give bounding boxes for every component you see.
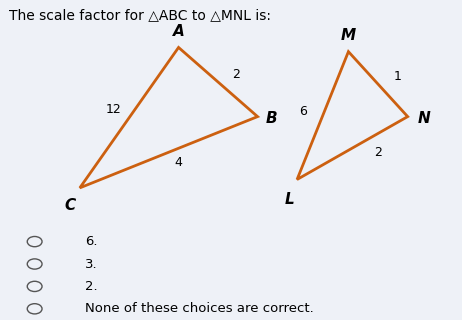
Text: 3.: 3. <box>85 258 98 270</box>
Text: N: N <box>418 111 430 126</box>
Text: B: B <box>266 111 277 126</box>
Text: 2: 2 <box>374 146 382 159</box>
Text: 2.: 2. <box>85 280 98 293</box>
Text: L: L <box>284 192 294 207</box>
Text: 1: 1 <box>394 70 402 83</box>
Text: 2: 2 <box>232 68 240 81</box>
Text: C: C <box>64 198 75 213</box>
Text: 4: 4 <box>175 156 182 169</box>
Text: M: M <box>341 28 356 43</box>
Text: 12: 12 <box>105 103 122 116</box>
Text: 6.: 6. <box>85 235 98 248</box>
Text: A: A <box>173 24 184 39</box>
Text: The scale factor for △ABC to △MNL is:: The scale factor for △ABC to △MNL is: <box>9 8 271 22</box>
Text: 6: 6 <box>299 105 307 118</box>
Text: None of these choices are correct.: None of these choices are correct. <box>85 302 314 315</box>
